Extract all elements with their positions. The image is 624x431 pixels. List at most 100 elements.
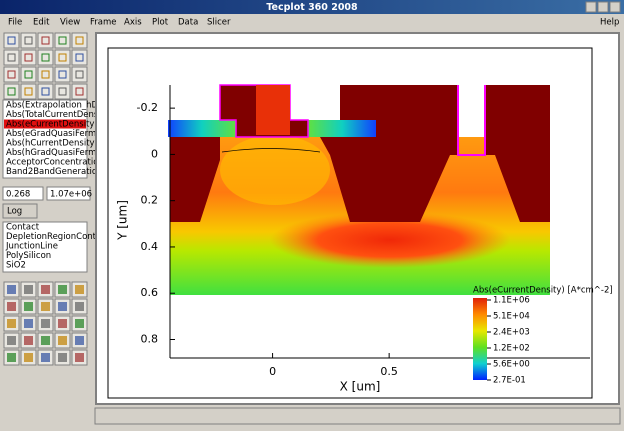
tool-icon: [41, 302, 50, 311]
zone-item[interactable]: DepletionRegionContou: [6, 232, 107, 242]
tool-icon: [24, 70, 33, 79]
tool-button[interactable]: [71, 49, 88, 66]
tool-icon: [75, 36, 84, 45]
max-value: 1.07e+06: [50, 190, 92, 200]
warm-zone: [220, 135, 330, 205]
menu-item[interactable]: File: [8, 18, 22, 28]
tool-button[interactable]: [37, 32, 54, 49]
tool-button[interactable]: [20, 83, 37, 100]
tool-button[interactable]: [37, 66, 54, 83]
tool-button[interactable]: [3, 66, 20, 83]
toolbar: [3, 32, 88, 366]
tool-button[interactable]: [3, 49, 20, 66]
tool-icon: [7, 87, 16, 96]
variable-item[interactable]: Abs(Extrapolation_hDe: [6, 101, 103, 111]
menu-item[interactable]: Frame: [90, 18, 116, 28]
min-field[interactable]: [2, 186, 44, 201]
legend-levels: 1.1E+06 5.1E+04 2.4E+03 1.2E+02 5.6E+00 2.7E-…: [487, 296, 530, 386]
legend-level: 2.7E-01: [493, 376, 526, 386]
tool-icon: [58, 36, 67, 45]
tool-button[interactable]: [54, 83, 71, 100]
tool-button[interactable]: [20, 32, 37, 49]
menu-item[interactable]: Slicer: [207, 18, 231, 28]
menu-item[interactable]: View: [60, 18, 80, 28]
zone-item[interactable]: JunctionLine: [5, 242, 58, 252]
tool-button[interactable]: [54, 32, 71, 49]
tool-icon: [58, 87, 67, 96]
tool-icon: [7, 336, 16, 345]
variable-item[interactable]: Band2BandGeneration: [6, 167, 102, 177]
tool-button[interactable]: [37, 83, 54, 100]
variable-items: Abs(Extrapolation_hDeAbs(TotalCurrentDen…: [4, 101, 105, 177]
tool-icon: [7, 70, 16, 79]
menu-item[interactable]: Help: [600, 18, 619, 28]
variable-item[interactable]: Abs(TotalCurrentDensit: [6, 110, 105, 120]
zone-item[interactable]: PolySilicon: [6, 251, 51, 261]
junction-line: [221, 148, 321, 153]
tool-icon: [24, 36, 33, 45]
tool-button[interactable]: [20, 49, 37, 66]
max-field[interactable]: [46, 186, 91, 201]
variable-item[interactable]: Abs(eGradQuasiFermi): [6, 129, 102, 139]
tool-button[interactable]: [71, 66, 88, 83]
tool-icon: [7, 302, 16, 311]
menu-bar: File Edit View Frame Axis Plot Data Slicer Help: [8, 18, 619, 28]
tool-icon: [24, 302, 33, 311]
min-value: 0.268: [6, 190, 30, 200]
variable-item[interactable]: Abs(hCurrentDensity) [: [6, 139, 104, 149]
legend-level: 1.2E+02: [493, 344, 530, 354]
variable-list[interactable]: [2, 99, 88, 179]
tool-icon: [75, 70, 84, 79]
scale-dropdown[interactable]: [2, 203, 38, 219]
tool-icon: [24, 319, 33, 328]
variable-item[interactable]: Abs(eCurrentDensity) [: [6, 120, 104, 130]
tool-icon: [7, 319, 16, 328]
tool-button[interactable]: [37, 49, 54, 66]
tool-icon: [7, 36, 16, 45]
zone-item[interactable]: Contact: [6, 223, 40, 233]
y-tick-label: 0.8: [141, 332, 159, 345]
close-button[interactable]: [609, 1, 621, 13]
maximize-button[interactable]: [597, 1, 609, 13]
tool-icon: [41, 319, 50, 328]
tool-button[interactable]: [3, 32, 20, 49]
tool-button[interactable]: [20, 66, 37, 83]
tool-button[interactable]: [71, 32, 88, 49]
oxide-edge: [457, 85, 486, 156]
legend-level: 1.1E+06: [493, 296, 530, 306]
menu-item[interactable]: Edit: [33, 18, 50, 28]
legend-title: Abs(eCurrentDensity) [A*cm^-2]: [473, 286, 613, 296]
zone-item[interactable]: SiO2: [6, 261, 26, 271]
legend-level: 5.1E+04: [493, 312, 530, 322]
menu-item[interactable]: Data: [178, 18, 198, 28]
tool-icon: [7, 53, 16, 62]
variable-item[interactable]: AcceptorConcentration: [6, 158, 104, 168]
menu-item[interactable]: Plot: [152, 18, 169, 28]
tool-icon: [41, 285, 50, 294]
y-axis-label: Y [um]: [116, 200, 130, 241]
tool-icon: [58, 319, 67, 328]
title-bar: [0, 0, 624, 14]
tool-icon: [75, 319, 84, 328]
legend-level: 5.6E+00: [493, 360, 530, 370]
tool-icon: [41, 53, 50, 62]
tool-icon: [75, 353, 84, 362]
tool-icon: [75, 53, 84, 62]
legend-level: 2.4E+03: [493, 328, 530, 338]
tool-icon: [41, 70, 50, 79]
tool-icon: [75, 285, 84, 294]
oxide-right: [308, 120, 376, 137]
variable-item[interactable]: Abs(hGradQuasiFermi): [6, 148, 102, 158]
tool-icon: [24, 87, 33, 96]
minimize-button[interactable]: [585, 1, 597, 13]
zone-list[interactable]: [2, 221, 88, 273]
tool-button[interactable]: [54, 49, 71, 66]
menu-item[interactable]: Axis: [124, 18, 142, 28]
tool-icon: [41, 87, 50, 96]
tool-button[interactable]: [3, 83, 20, 100]
gate-core: [256, 85, 290, 135]
tool-button[interactable]: [54, 66, 71, 83]
tool-button[interactable]: [71, 83, 88, 100]
tool-icon: [7, 285, 16, 294]
